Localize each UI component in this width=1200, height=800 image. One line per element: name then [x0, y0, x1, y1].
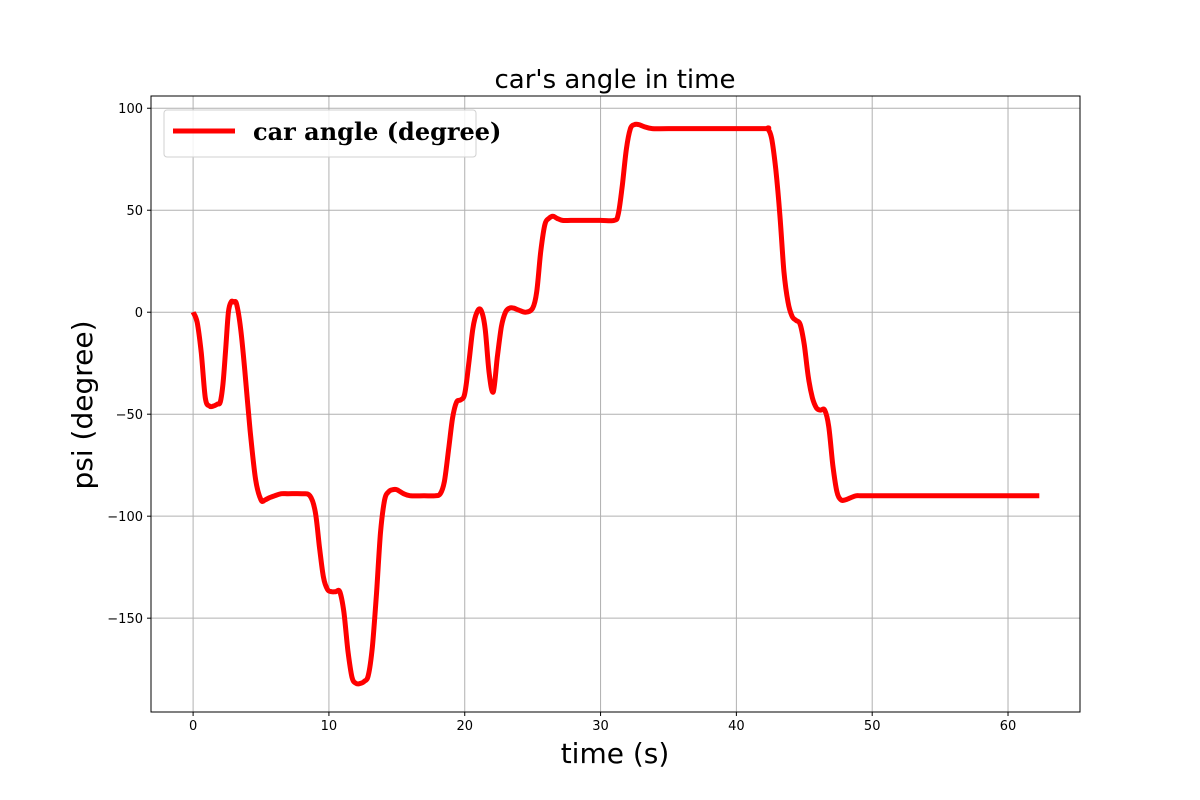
y-tick-label: −150: [107, 612, 143, 627]
y-tick-label: 50: [126, 204, 143, 219]
y-tick-label: −100: [107, 510, 143, 525]
grid: [151, 96, 1080, 712]
legend-label: car angle (degree): [253, 117, 501, 146]
x-tick-label: 0: [189, 719, 197, 734]
x-tick-label: 60: [1000, 719, 1017, 734]
y-axis-ticks: 100 50 0 −50 −100 −150: [107, 102, 151, 627]
plot-frame: [150, 95, 1081, 713]
legend-box: [163, 109, 477, 158]
series-layer: [190, 121, 1040, 687]
y-tick-label: 0: [135, 306, 143, 321]
series-line-car-angle: [190, 121, 1040, 687]
x-tick-label: 30: [592, 719, 609, 734]
chart-title: car's angle in time: [495, 65, 736, 95]
x-axis-label: time (s): [561, 737, 670, 770]
x-tick-label: 20: [456, 719, 473, 734]
y-tick-label: 100: [118, 102, 143, 117]
x-axis-ticks: 0 10 20 30 40 50 60: [189, 712, 1016, 734]
y-axis-label: psi (degree): [66, 320, 99, 489]
legend: car angle (degree): [163, 109, 501, 158]
x-tick-label: 10: [321, 719, 338, 734]
x-tick-label: 40: [728, 719, 745, 734]
x-tick-label: 50: [864, 719, 881, 734]
y-tick-label: −50: [116, 408, 143, 423]
plot-border: [150, 95, 1081, 713]
